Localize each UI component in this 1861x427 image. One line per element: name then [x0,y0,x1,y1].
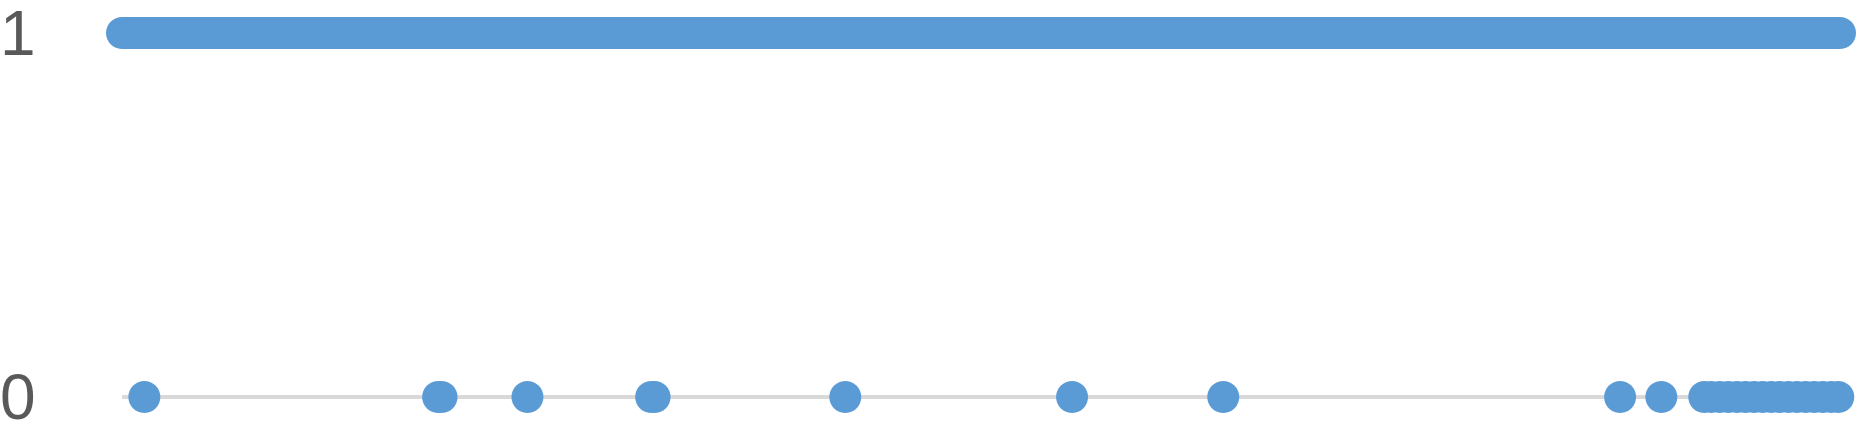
data-point-0 [128,381,161,413]
data-point-10 [1645,381,1678,413]
data-point-9 [1604,381,1637,413]
data-point-8 [1207,381,1240,413]
data-point-5 [638,381,671,413]
data-point-27 [1822,381,1855,413]
series-marks [106,17,1856,413]
y-tick-label-1: 1 [0,0,36,69]
data-point-2 [425,381,458,413]
data-point-7 [1056,381,1089,413]
y-tick-label-0: 0 [0,361,36,427]
data-point-3 [511,381,544,413]
data-point-6 [829,381,862,413]
